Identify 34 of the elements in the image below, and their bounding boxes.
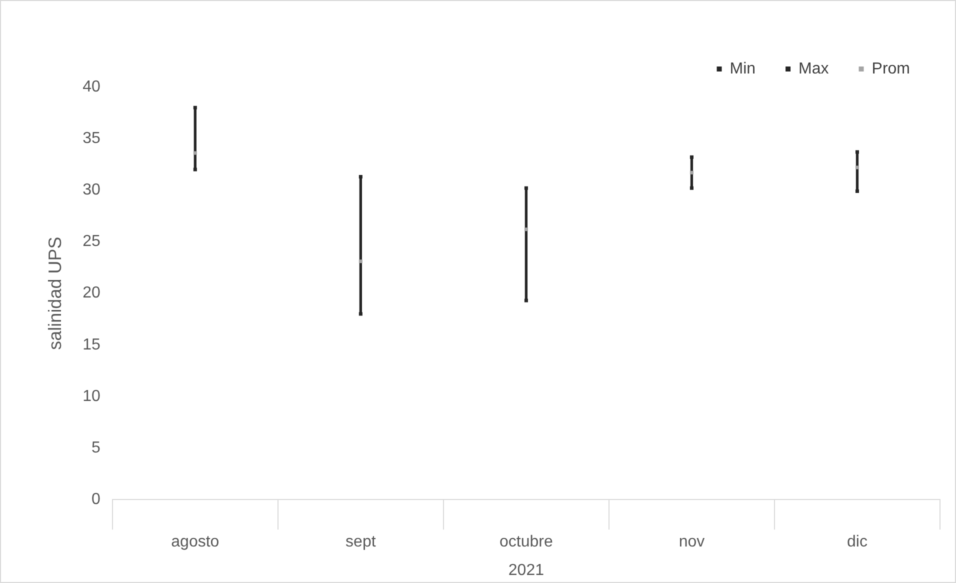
point (358, 174, 362, 179)
x-tick-label: dic (847, 534, 868, 551)
y-tick-label: 5 (91, 439, 100, 456)
y-tick-label: 40 (82, 78, 100, 96)
point (855, 150, 860, 154)
x-tick-label: nov (678, 534, 705, 551)
legend-label: Min (730, 60, 756, 78)
point (358, 312, 362, 316)
point (690, 170, 694, 174)
point (193, 168, 197, 172)
y-tick-label: 35 (82, 130, 100, 147)
y-tick-label: 25 (82, 233, 100, 250)
point (193, 151, 197, 155)
x-tick-label: octubre (500, 534, 553, 551)
point (855, 189, 860, 193)
x-tick-label: agosto (171, 534, 220, 551)
y-tick-label: 20 (82, 284, 100, 302)
legend-label: Max (798, 60, 829, 78)
y-tick-label: 15 (82, 336, 100, 354)
y-tick-label: 10 (82, 388, 100, 405)
y-tick-label: 0 (91, 491, 100, 508)
y-tick-label: 30 (82, 182, 100, 199)
point (524, 298, 528, 302)
point (690, 155, 694, 159)
y-axis-title: salinidad UPS (44, 236, 65, 350)
point (690, 186, 694, 190)
x-axis-title: 2021 (508, 562, 544, 579)
legend-label: Prom (872, 60, 910, 78)
point (358, 260, 362, 264)
point (524, 228, 528, 232)
point (524, 186, 528, 190)
point (193, 106, 197, 110)
point (855, 166, 860, 170)
x-tick-label: sept (346, 534, 376, 551)
